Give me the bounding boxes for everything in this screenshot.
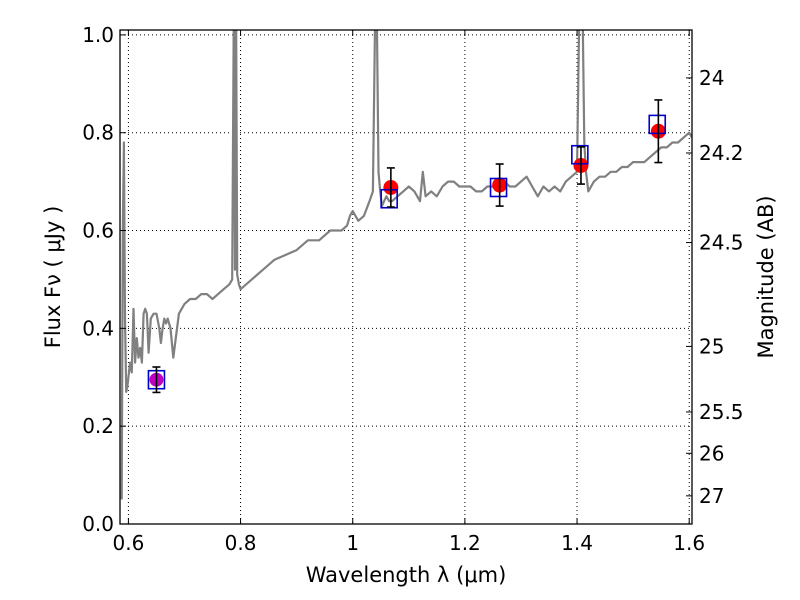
plot-frame bbox=[119, 29, 693, 525]
x-axis-label: Wavelength λ (μm) bbox=[306, 563, 507, 587]
y-tick-label: 0.4 bbox=[82, 316, 114, 340]
y-tick-label: 1.0 bbox=[82, 23, 114, 47]
x-tick-label: 1.6 bbox=[673, 531, 705, 555]
y-axis-label: Flux Fν ( μJy ) bbox=[41, 206, 65, 349]
y-tick-label: 0.0 bbox=[82, 512, 114, 536]
plot-layer bbox=[120, 30, 692, 500]
mag-tick-label: 25.5 bbox=[699, 400, 744, 424]
x-tick-label: 1.2 bbox=[449, 531, 481, 555]
x-tick-label: 0.6 bbox=[113, 531, 145, 555]
x-tick-label: 1.4 bbox=[561, 531, 593, 555]
y-tick-label: 0.6 bbox=[82, 219, 114, 243]
grid-layer bbox=[120, 30, 692, 525]
mag-tick-label: 25 bbox=[699, 334, 724, 358]
tick-layer: 0.6 0.8 1 1.2 1.4 1.6 0.0 0.2 0.4 0.6 0.8 1.0 24 24.2… bbox=[82, 23, 743, 555]
right-axis-label: Magnitude (AB) bbox=[754, 195, 778, 358]
y-tick-label: 0.2 bbox=[82, 414, 114, 438]
mag-tick-label: 26 bbox=[699, 441, 724, 465]
mag-tick-label: 24 bbox=[699, 66, 724, 90]
x-tick-label: 1 bbox=[346, 531, 359, 555]
model-band-square bbox=[648, 114, 667, 135]
model-band-square bbox=[489, 177, 508, 198]
mag-tick-label: 24.2 bbox=[699, 141, 744, 165]
model-band-square bbox=[571, 144, 589, 165]
x-tick-label: 0.8 bbox=[225, 531, 257, 555]
mag-tick-label: 27 bbox=[699, 484, 724, 508]
model-spectrum-line bbox=[120, 30, 692, 500]
mag-tick-label: 24.5 bbox=[699, 231, 744, 255]
y-tick-label: 0.8 bbox=[82, 121, 114, 145]
